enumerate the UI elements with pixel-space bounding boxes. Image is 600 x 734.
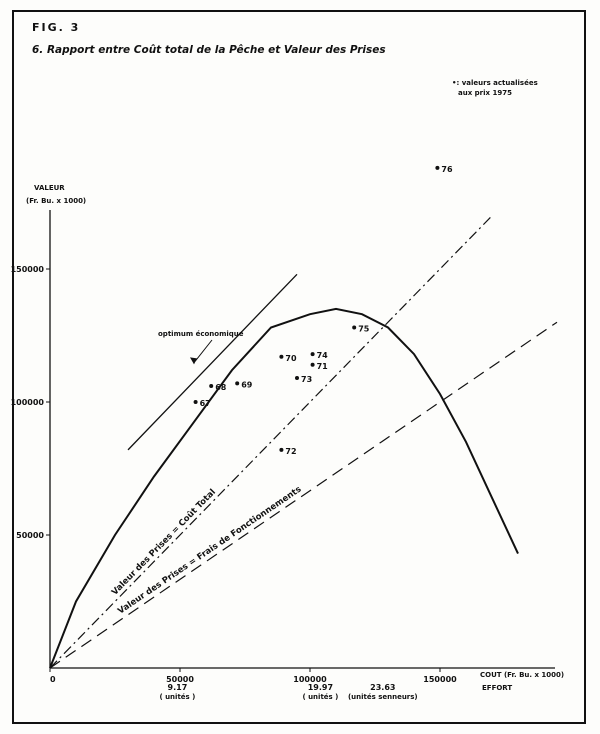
annotation-arrow-head xyxy=(190,357,197,365)
y-tick-label: 50000 xyxy=(16,531,44,540)
data-point-label-72: 72 xyxy=(285,447,296,456)
axes: 0 50000 100000 150000500001000001500009.17(… xyxy=(11,210,555,701)
effort-tick-label: 19.97 xyxy=(308,683,333,692)
chart-title: 6. Rapport entre Coût total de la Pêche … xyxy=(32,44,386,56)
value-curve xyxy=(49,307,519,669)
data-point-73 xyxy=(295,376,299,381)
data-point-68 xyxy=(209,384,214,389)
data-point-75 xyxy=(352,325,357,330)
effort-tick-unit: ( unités ) xyxy=(302,693,338,701)
data-point-label-69: 69 xyxy=(241,380,253,389)
effort-tick-unit: (unités senneurs) xyxy=(348,693,418,701)
data-point-72 xyxy=(279,447,284,452)
effort-tick-unit: ( unités ) xyxy=(159,693,195,701)
data-point-69 xyxy=(235,381,240,386)
y-axis-unit: (Fr. Bu. x 1000) xyxy=(26,197,86,205)
data-point-74 xyxy=(310,352,315,357)
data-point-label-73: 73 xyxy=(301,375,312,384)
data-point-67 xyxy=(193,400,198,404)
x-tick-label: 100000 xyxy=(293,675,327,684)
data-point-76 xyxy=(435,165,440,170)
effort-label: EFFORT xyxy=(482,684,512,692)
note-line-1: •: valeurs actualisées xyxy=(452,79,538,87)
points-group: 67 68 69 70 71 72 73 74 75 76 xyxy=(193,165,453,456)
y-tick-label: 100000 xyxy=(11,398,45,407)
x-tick-label: 0 xyxy=(50,675,56,684)
x-axis-label: COUT (Fr. Bu. x 1000) xyxy=(480,671,564,679)
note-line-2: aux prix 1975 xyxy=(458,89,512,97)
y-tick-label: 150000 xyxy=(11,265,45,274)
tangent-line xyxy=(127,273,298,451)
reference-line-2 xyxy=(49,321,558,669)
data-point-71 xyxy=(310,362,315,367)
data-point-label-75: 75 xyxy=(358,325,370,334)
data-point-label-76: 76 xyxy=(441,165,453,174)
annotation-arrow-line xyxy=(194,339,213,362)
x-tick-label: 150000 xyxy=(423,675,457,684)
effort-tick-label: 9.17 xyxy=(168,683,188,692)
data-point-70 xyxy=(279,354,284,359)
annotation-label: optimum économique xyxy=(158,330,244,338)
data-point-label-67: 67 xyxy=(200,399,211,408)
data-point-label-71: 71 xyxy=(317,362,329,371)
reference-line-1 xyxy=(49,215,493,669)
effort-tick-label: 23.63 xyxy=(370,683,395,692)
data-point-label-70: 70 xyxy=(285,354,297,363)
x-tick-label: 50000 xyxy=(166,675,194,684)
figure-frame xyxy=(12,10,586,724)
data-point-label-68: 68 xyxy=(215,383,227,392)
figure-label: FIG. 3 xyxy=(32,21,80,34)
y-axis-label: VALEUR xyxy=(34,184,65,192)
data-point-label-74: 74 xyxy=(317,351,329,360)
